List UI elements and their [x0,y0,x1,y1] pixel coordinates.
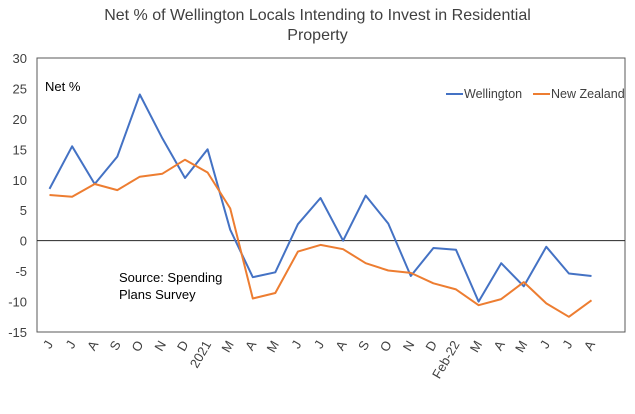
x-tick-label: J [559,338,575,351]
y-tick-label: -5 [15,264,27,279]
legend-label: Wellington [464,87,522,101]
x-tick-label: M [512,338,530,355]
y-tick-label: -15 [8,325,27,340]
chart-title-text: Net % of Wellington Locals Intending to … [104,7,531,44]
legend-label: New Zealand [551,87,625,101]
series-line-new-zealand [49,158,593,318]
x-tick-label: M [467,338,485,355]
x-tick-label: J [311,338,327,351]
y-tick-label: 20 [13,112,27,127]
x-tick-label: S [355,338,372,353]
x-tick-label: D [174,338,192,354]
annotation-source-line2: Plans Survey [119,287,196,302]
y-tick-label: 25 [13,81,27,96]
chart-title: Net % of Wellington Locals Intending to … [0,6,635,46]
x-tick-label: J [40,338,56,351]
annotation-source-line1: Source: Spending [119,270,222,285]
y-tick-label: 5 [20,203,27,218]
x-tick-label: A [581,338,598,353]
x-tick-label: A [332,338,349,353]
x-tick-label: M [264,338,282,355]
x-tick-label: M [218,338,236,355]
y-axis-label: Net % [45,79,81,94]
x-tick-label: O [128,338,146,354]
x-tick-label: N [151,338,169,354]
y-tick-label: 30 [13,51,27,66]
x-tick-label: J [62,338,78,351]
x-tick-label: J [537,338,553,351]
x-tick-label: S [107,338,124,353]
y-tick-label: -10 [8,295,27,310]
y-tick-label: 0 [20,234,27,249]
x-tick-label: 2021 [187,338,214,371]
series-line-wellington [48,93,592,303]
x-tick-label: A [84,338,101,353]
x-tick-label: J [288,338,304,351]
x-tick-label: A [490,338,507,353]
x-tick-label: D [422,338,440,354]
plot-area-border [36,57,626,333]
x-tick-label: O [377,338,395,354]
y-tick-label: 15 [13,142,27,157]
x-tick-label: A [242,338,259,353]
x-tick-label: N [400,338,418,354]
y-tick-label: 10 [13,173,27,188]
